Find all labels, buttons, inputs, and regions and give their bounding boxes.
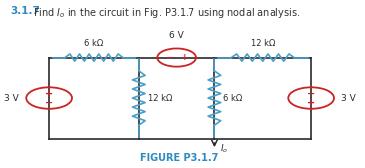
Text: Find $I_o$ in the circuit in Fig. P3.1.7 using nodal analysis.: Find $I_o$ in the circuit in Fig. P3.1.7… — [33, 6, 301, 20]
Text: −: − — [307, 89, 315, 99]
Text: 3.1.7: 3.1.7 — [11, 6, 40, 16]
Text: 12 kΩ: 12 kΩ — [251, 39, 275, 48]
Text: 6 kΩ: 6 kΩ — [84, 39, 104, 48]
Text: +: + — [307, 98, 315, 108]
Text: −: − — [45, 98, 53, 108]
Text: −: − — [165, 53, 172, 62]
Text: +: + — [45, 89, 53, 99]
Text: 6 V: 6 V — [169, 31, 184, 40]
Text: 3 V: 3 V — [341, 94, 356, 102]
Text: 3 V: 3 V — [4, 94, 19, 102]
Text: 12 kΩ: 12 kΩ — [147, 94, 172, 102]
Text: 6 kΩ: 6 kΩ — [223, 94, 242, 102]
Text: +: + — [181, 53, 189, 62]
Text: FIGURE P3.1.7: FIGURE P3.1.7 — [140, 153, 218, 163]
Text: $I_o$: $I_o$ — [220, 142, 228, 155]
